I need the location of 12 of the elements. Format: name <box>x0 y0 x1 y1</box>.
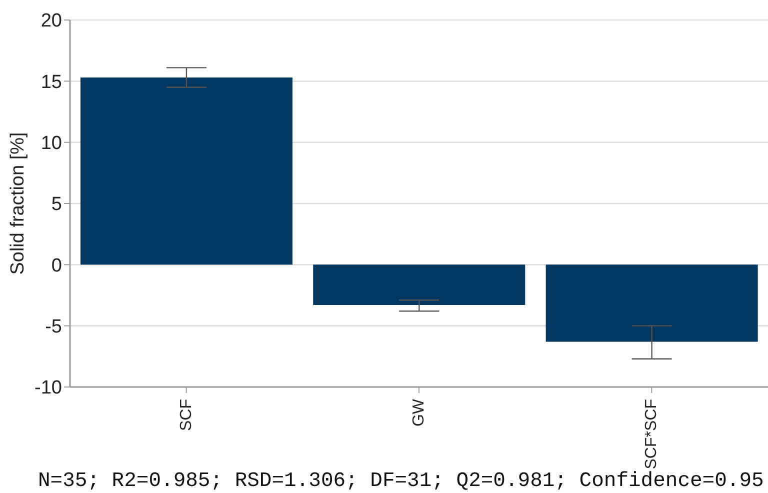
x-tick-label: SCF*SCF <box>643 398 660 470</box>
y-tick-label: -5 <box>45 316 62 338</box>
y-axis-title: Solid fraction [%] <box>8 132 28 275</box>
y-tick-label: 15 <box>40 72 62 93</box>
y-tick-label: 20 <box>40 10 62 32</box>
x-tick-label: SCF <box>178 398 195 431</box>
y-tick-label: -10 <box>34 378 62 399</box>
x-tick-label: GW <box>410 398 428 427</box>
y-tick-label: 5 <box>51 194 62 216</box>
y-tick-label: 0 <box>51 255 62 276</box>
y-tick-label: 10 <box>40 133 62 154</box>
text: N=35; R2=0.985; RSD=1.306; DF=31; Q2=0.981; Confidence=0.95 <box>38 470 764 493</box>
